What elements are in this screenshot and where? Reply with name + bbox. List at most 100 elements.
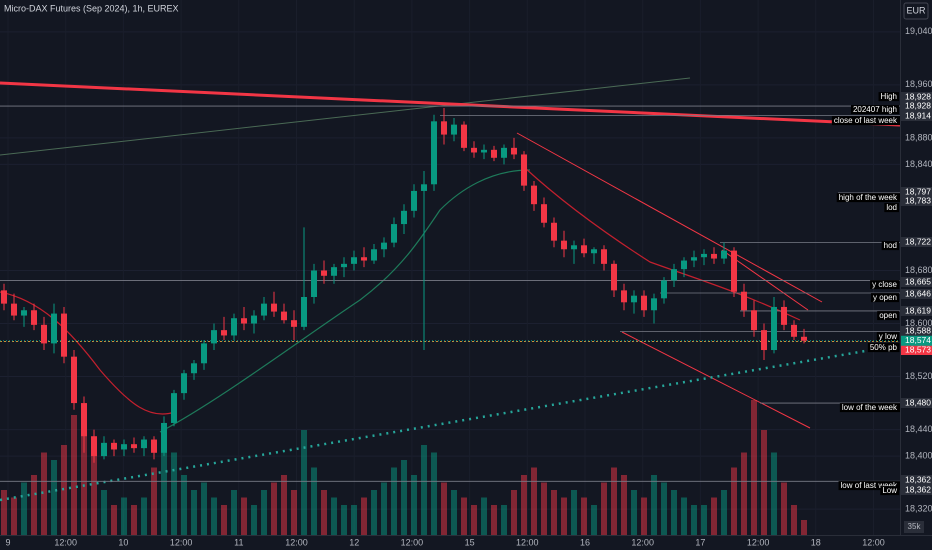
price-box [901, 306, 932, 316]
candle-body [501, 147, 507, 158]
candle-body [251, 315, 257, 324]
volume-bar [611, 467, 617, 535]
level-name: Low [882, 486, 897, 495]
candle-body [401, 210, 407, 225]
volume-bar [261, 490, 267, 535]
candle-body [31, 310, 37, 325]
candle-body [151, 439, 157, 453]
volume-bar [541, 482, 547, 535]
candles-layer [1, 108, 807, 463]
volume-bar [621, 475, 627, 535]
volume-bar [571, 490, 577, 535]
candle-body [771, 306, 777, 351]
volume-bar [351, 505, 357, 535]
y-tick-label: 18,400 [905, 450, 932, 460]
volume-scale-label: 35k [908, 522, 922, 531]
price-label: 18,588 [905, 325, 931, 335]
volume-bar [551, 490, 557, 535]
candle-body [781, 306, 787, 325]
candle-body [611, 263, 617, 291]
price-label: 18,665 [905, 276, 931, 286]
candle-body [691, 257, 697, 261]
price-label: 18,928 [905, 91, 931, 101]
y-tick-label: 18,520 [905, 371, 932, 381]
volume-bar [201, 482, 207, 535]
x-tick-label: 18 [811, 537, 821, 547]
trendline [0, 77, 691, 156]
volume-bar [471, 505, 477, 535]
volume-bar [141, 497, 147, 535]
candle-body [511, 147, 517, 155]
volume-bar [231, 490, 237, 535]
x-tick-label: 12:00 [54, 537, 77, 547]
volume-bar [171, 452, 177, 535]
level-name: High [881, 92, 897, 101]
candle-body [51, 313, 57, 344]
y-tick-label: 18,680 [905, 265, 932, 275]
candle-body [381, 242, 387, 250]
candle-body [451, 124, 457, 135]
candle-body [571, 245, 577, 250]
level-name: low of the week [842, 403, 898, 412]
candle-body [41, 324, 47, 344]
volume-bar [221, 505, 227, 535]
volume-bar [751, 400, 757, 535]
x-tick-label: 12 [349, 537, 359, 547]
volume-bar [641, 497, 647, 535]
level-name-bg [850, 105, 899, 115]
candle-body [801, 336, 807, 341]
volume-bar [531, 467, 537, 535]
candle-body [101, 442, 107, 457]
x-tick-label: 12:00 [631, 537, 654, 547]
level-name: y close [872, 280, 897, 289]
volume-bar [691, 505, 697, 535]
volume-bar [271, 482, 277, 535]
candle-body [231, 318, 237, 336]
volume-bar [111, 505, 117, 535]
price-label: 18,480 [905, 397, 931, 407]
candle-body [221, 330, 227, 336]
y-tick-label: 18,880 [905, 132, 932, 142]
level-name: open [879, 311, 897, 320]
volume-bar [241, 497, 247, 535]
y-tick-label: 19,040 [905, 26, 932, 36]
candle-body [311, 270, 317, 298]
candle-body [491, 149, 497, 158]
candle-body [261, 303, 267, 316]
candle-body [751, 310, 757, 331]
volume-bar [701, 505, 707, 535]
volume-bar [301, 430, 307, 535]
volume-bar [481, 497, 487, 535]
volume-bar [81, 407, 87, 535]
candle-body [631, 295, 637, 303]
level-name-bg [884, 203, 899, 213]
candle-body [621, 290, 627, 303]
candle-body [661, 280, 667, 299]
x-tick-label: 12:00 [862, 537, 885, 547]
price-box [901, 92, 932, 102]
last-price-label: 18,574 [905, 335, 931, 345]
channel-line [621, 331, 811, 429]
volume-bar [431, 452, 437, 535]
price-box [901, 101, 932, 111]
x-tick-label: 12:00 [747, 537, 770, 547]
currency-box[interactable] [903, 2, 929, 20]
volume-bar [501, 505, 507, 535]
x-tick-label: 16 [580, 537, 590, 547]
volume-bar [391, 467, 397, 535]
volume-bar [281, 475, 287, 535]
volume-bar [121, 497, 127, 535]
volume-bar [21, 482, 27, 535]
level-name: y low [879, 332, 897, 341]
price-label: 18,573 [905, 344, 931, 354]
level-name: 50% pb [870, 343, 898, 352]
price-box [901, 187, 932, 197]
currency[interactable]: EUR [906, 5, 926, 15]
volume-bar [441, 482, 447, 535]
volume-bar [731, 467, 737, 535]
volume-bar [101, 490, 107, 535]
moving-average [524, 167, 801, 321]
volume-bar [491, 505, 497, 535]
